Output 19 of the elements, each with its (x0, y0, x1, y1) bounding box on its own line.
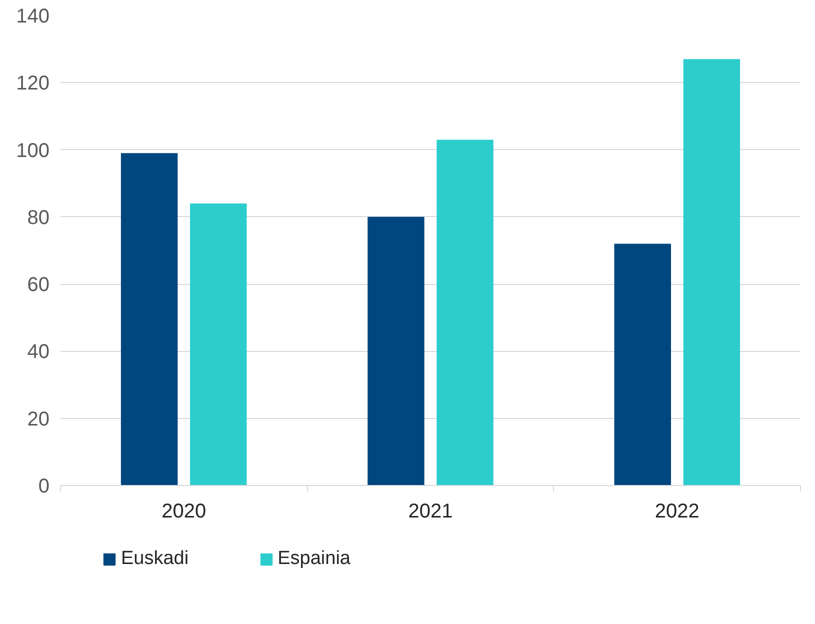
bar (368, 216, 424, 486)
y-tick-label: 80 (27, 206, 50, 229)
bar (683, 59, 740, 486)
bar (120, 153, 178, 486)
bar (436, 140, 494, 486)
legend-label: Euskadi (121, 548, 189, 570)
bar (614, 244, 671, 486)
x-tick-label: 2020 (162, 500, 206, 522)
legend-label: Espainia (278, 548, 350, 570)
y-tick-label: 40 (27, 341, 50, 364)
y-tick-label: 100 (16, 140, 50, 162)
x-tick-label: 2022 (654, 500, 700, 522)
y-tick-label: 20 (27, 408, 50, 430)
x-tick-label: 2021 (408, 500, 453, 522)
y-tick-label: 60 (27, 274, 50, 296)
y-tick-label: 120 (16, 72, 50, 95)
y-tick-label: 0 (38, 476, 50, 498)
y-tick-label: 140 (16, 6, 50, 28)
bar (190, 204, 247, 486)
